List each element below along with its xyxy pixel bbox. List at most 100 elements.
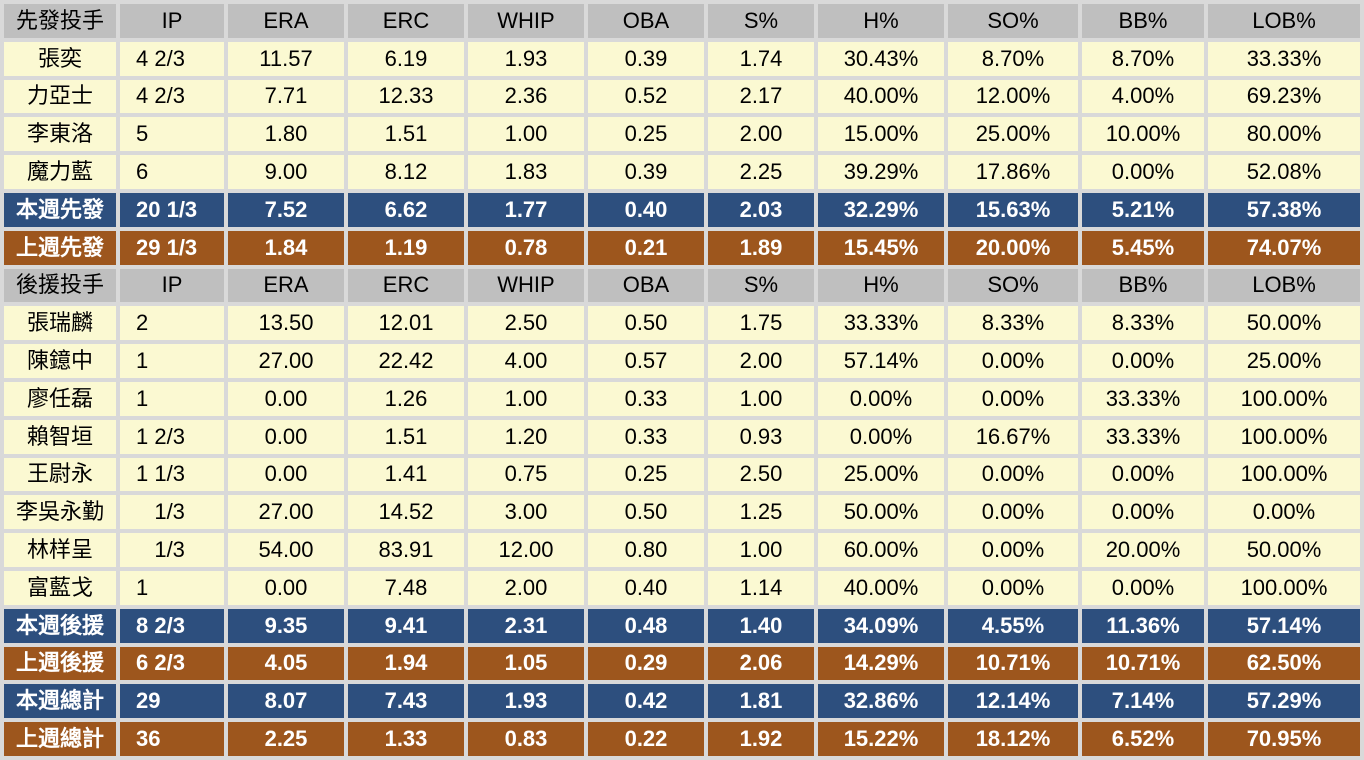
stat-cell: 1.00 [468, 381, 584, 416]
stat-cell: 2.36 [468, 79, 584, 114]
stat-cell: 50.00% [1208, 306, 1360, 341]
stat-cell: 36 [120, 722, 224, 756]
stat-cell: 1.14 [708, 570, 814, 605]
stat-cell: 3.00 [468, 495, 584, 530]
stat-cell: 0.83 [468, 722, 584, 756]
stat-cell: 2.00 [468, 570, 584, 605]
stat-cell: 1/3 [120, 495, 224, 530]
stat-cell: 2 [120, 306, 224, 341]
stat-cell: 22.42 [348, 344, 464, 378]
stat-cell: 0.00% [1082, 570, 1204, 605]
stat-cell: 1 [120, 381, 224, 416]
stat-cell: 29 [120, 684, 224, 719]
stat-cell: 0.80 [588, 533, 704, 567]
player-name-cell: 張奕 [4, 41, 116, 76]
column-header-cell: WHIP [468, 268, 584, 303]
summary-name-cell: 上週總計 [4, 722, 116, 756]
stat-cell: 6.19 [348, 41, 464, 76]
player-stat-row: 張奕 4 2/3 11.57 6.19 1.93 0.39 1.74 30.43% 8.70% 8… [4, 41, 1360, 76]
stat-cell: 8.33% [948, 306, 1078, 341]
stat-cell: 0.21 [588, 230, 704, 265]
stat-cell: 11.36% [1082, 608, 1204, 643]
stat-cell: 69.23% [1208, 79, 1360, 114]
stat-cell: 9.00 [228, 155, 344, 189]
column-header-cell: IP [120, 268, 224, 303]
stat-cell: 57.14% [818, 344, 944, 378]
stat-cell: 10.71% [948, 646, 1078, 681]
stat-cell: 100.00% [1208, 419, 1360, 454]
stat-cell: 1.94 [348, 646, 464, 681]
stat-cell: 12.00 [468, 533, 584, 567]
stat-cell: 12.14% [948, 684, 1078, 719]
column-header-cell: BB% [1082, 268, 1204, 303]
stat-cell: 50.00% [818, 495, 944, 530]
stat-cell: 27.00 [228, 344, 344, 378]
stat-cell: 80.00% [1208, 117, 1360, 152]
stat-cell: 83.91 [348, 533, 464, 567]
stat-cell: 0.93 [708, 419, 814, 454]
stat-cell: 5.21% [1082, 192, 1204, 227]
stat-cell: 1.26 [348, 381, 464, 416]
summary-name-cell: 上週後援 [4, 646, 116, 681]
stat-cell: 27.00 [228, 495, 344, 530]
player-name-cell: 魔力藍 [4, 155, 116, 189]
stat-cell: 100.00% [1208, 457, 1360, 492]
section-header-row: 先發投手 IP ERA ERC WHIP OBA S% H% SO% BB% LOB% [4, 4, 1360, 38]
stat-cell: 15.00% [818, 117, 944, 152]
stat-cell: 8 2/3 [120, 608, 224, 643]
summary-stat-row: 上週總計 36 2.25 1.33 0.83 0.22 1.92 15.22% 18.12% 6.… [4, 722, 1360, 756]
stat-cell: 2.00 [708, 117, 814, 152]
column-header-cell: SO% [948, 4, 1078, 38]
stat-cell: 4 2/3 [120, 79, 224, 114]
column-header-cell: ERC [348, 268, 464, 303]
section-title-cell: 後援投手 [4, 268, 116, 303]
stat-cell: 0.40 [588, 570, 704, 605]
stat-cell: 5.45% [1082, 230, 1204, 265]
stat-cell: 40.00% [818, 570, 944, 605]
stat-cell: 30.43% [818, 41, 944, 76]
column-header-cell: WHIP [468, 4, 584, 38]
stat-cell: 2.25 [708, 155, 814, 189]
stat-cell: 0.00% [948, 381, 1078, 416]
stat-cell: 1 [120, 570, 224, 605]
stat-cell: 1.19 [348, 230, 464, 265]
stat-cell: 9.41 [348, 608, 464, 643]
stat-cell: 40.00% [818, 79, 944, 114]
player-stat-row: 陳鐿中 1 27.00 22.42 4.00 0.57 2.00 57.14% 0.00% 0.0… [4, 344, 1360, 378]
stat-cell: 1.00 [708, 533, 814, 567]
player-name-cell: 力亞士 [4, 79, 116, 114]
stat-cell: 0.39 [588, 155, 704, 189]
stats-table-body: 先發投手 IP ERA ERC WHIP OBA S% H% SO% BB% LOB% 張奕 4 2/3… [4, 4, 1360, 756]
stat-cell: 1 1/3 [120, 457, 224, 492]
player-name-cell: 李吳永勤 [4, 495, 116, 530]
stat-cell: 0.00% [1082, 155, 1204, 189]
stat-cell: 10.71% [1082, 646, 1204, 681]
stat-cell: 14.52 [348, 495, 464, 530]
stat-cell: 33.33% [818, 306, 944, 341]
column-header-cell: SO% [948, 268, 1078, 303]
player-stat-row: 林样呈 1/3 54.00 83.91 12.00 0.80 1.00 60.00% 0.00… [4, 533, 1360, 567]
stat-cell: 16.67% [948, 419, 1078, 454]
player-name-cell: 張瑞麟 [4, 306, 116, 341]
stat-cell: 0.00% [948, 570, 1078, 605]
stat-cell: 1.81 [708, 684, 814, 719]
stat-cell: 100.00% [1208, 381, 1360, 416]
stat-cell: 4.00 [468, 344, 584, 378]
stat-cell: 34.09% [818, 608, 944, 643]
summary-stat-row: 上週先發 29 1/3 1.84 1.19 0.78 0.21 1.89 15.45% 20.0… [4, 230, 1360, 265]
stat-cell: 0.33 [588, 419, 704, 454]
stat-cell: 6.52% [1082, 722, 1204, 756]
stat-cell: 0.00% [948, 533, 1078, 567]
summary-stat-row: 上週後援 6 2/3 4.05 1.94 1.05 0.29 2.06 14.29% 10.71… [4, 646, 1360, 681]
stat-cell: 32.29% [818, 192, 944, 227]
player-name-cell: 廖任磊 [4, 381, 116, 416]
stat-cell: 1.20 [468, 419, 584, 454]
summary-name-cell: 本週先發 [4, 192, 116, 227]
stat-cell: 20.00% [1082, 533, 1204, 567]
stat-cell: 8.33% [1082, 306, 1204, 341]
stat-cell: 39.29% [818, 155, 944, 189]
stat-cell: 6 2/3 [120, 646, 224, 681]
stat-cell: 2.31 [468, 608, 584, 643]
stat-cell: 74.07% [1208, 230, 1360, 265]
